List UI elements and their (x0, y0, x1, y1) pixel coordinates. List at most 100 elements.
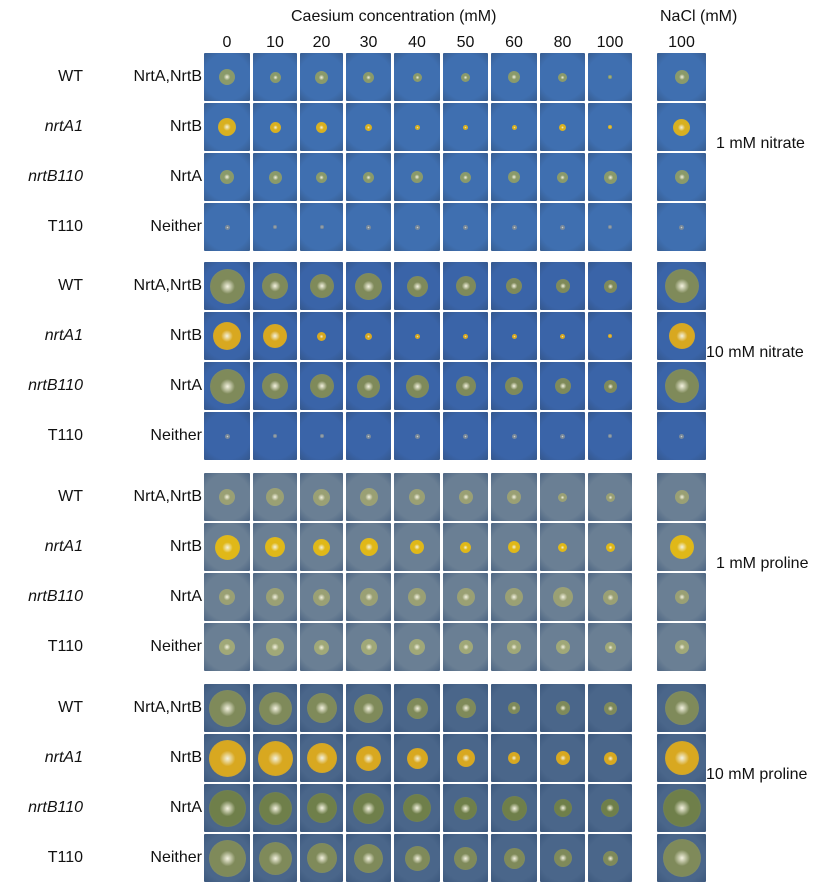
colony (409, 639, 425, 655)
colony (507, 640, 521, 654)
colony (359, 488, 378, 506)
caesium-plate (540, 262, 585, 310)
caesium-plate (443, 103, 488, 151)
caesium-plate (491, 623, 537, 671)
colony (265, 537, 285, 557)
caesium-plate (394, 523, 440, 571)
caesium-plate (394, 103, 440, 151)
colony (273, 225, 277, 229)
colony (208, 789, 246, 827)
caesium-plate (491, 312, 537, 360)
colony (355, 272, 382, 300)
colony (356, 745, 381, 771)
colony (354, 843, 383, 873)
condition-label: 1 mM proline (716, 555, 809, 572)
caesium-plate (204, 684, 250, 732)
transporter-label: NrtA,NrtB (133, 68, 202, 85)
colony (555, 701, 570, 715)
strain-label: WT (58, 699, 83, 716)
caesium-plate (346, 103, 391, 151)
caesium-plate (253, 103, 297, 151)
colony (313, 588, 330, 606)
colony (664, 369, 699, 403)
colony (268, 170, 282, 184)
colony (404, 845, 430, 871)
caesium-plate (346, 312, 391, 360)
colony (313, 488, 330, 506)
colony (664, 741, 699, 775)
caesium-plate (588, 684, 632, 732)
colony (461, 72, 470, 82)
caesium-plate (204, 734, 250, 782)
caesium-plate (443, 312, 488, 360)
caesium-plate (346, 573, 391, 621)
caesium-plate (300, 523, 343, 571)
strain-label: nrtA1 (44, 327, 83, 344)
caesium-plate (300, 834, 343, 882)
caesium-column-header: 50 (456, 34, 475, 51)
caesium-plate (253, 412, 297, 460)
caesium-plate (204, 262, 250, 310)
caesium-column-header: 80 (553, 34, 572, 51)
colony (455, 698, 476, 718)
colony (269, 71, 281, 83)
caesium-plate (253, 312, 297, 360)
colony (674, 640, 689, 654)
caesium-plate (394, 473, 440, 521)
colony (603, 751, 617, 765)
colony (608, 434, 612, 438)
caesium-plate (443, 734, 488, 782)
colony (354, 693, 383, 723)
caesium-plate (443, 573, 488, 621)
caesium-plate (540, 362, 585, 410)
transporter-label: NrtA,NrtB (133, 277, 202, 294)
caesium-plate (491, 573, 537, 621)
strain-label: nrtA1 (44, 538, 83, 555)
colony (208, 689, 246, 727)
colony (406, 747, 428, 769)
colony (463, 224, 468, 230)
colony (508, 702, 520, 714)
transporter-label: NrtB (170, 327, 202, 344)
colony (309, 274, 334, 298)
nacl-plate (657, 53, 706, 101)
caesium-plate (346, 362, 391, 410)
strain-label: nrtB110 (28, 799, 83, 816)
strain-label: nrtA1 (44, 118, 83, 135)
caesium-plate (204, 53, 250, 101)
caesium-plate (394, 834, 440, 882)
caesium-plate (540, 784, 585, 832)
caesium-plate (253, 203, 297, 251)
caesium-plate (346, 53, 391, 101)
colony (213, 322, 241, 350)
colony (208, 839, 246, 877)
caesium-plate (346, 203, 391, 251)
caesium-plate (540, 573, 585, 621)
colony (456, 588, 475, 606)
colony (414, 124, 420, 130)
caesium-plate (443, 684, 488, 732)
colony (366, 433, 371, 439)
colony (266, 488, 284, 506)
caesium-plate (394, 623, 440, 671)
caesium-plate (300, 262, 343, 310)
transporter-label: NrtA,NrtB (133, 488, 202, 505)
strain-label: nrtB110 (28, 377, 83, 394)
caesium-plate (443, 784, 488, 832)
nacl-plate (657, 103, 706, 151)
caesium-plate (394, 573, 440, 621)
caesium-plate (588, 623, 632, 671)
colony (679, 433, 684, 439)
colony (552, 587, 573, 607)
caesium-plate (588, 473, 632, 521)
nacl-plate (657, 523, 706, 571)
colony (306, 793, 337, 823)
caesium-plate (394, 684, 440, 732)
colony (257, 740, 293, 776)
caesium-plate (540, 473, 585, 521)
caesium-plate (300, 623, 343, 671)
caesium-plate (204, 153, 250, 201)
colony (316, 171, 327, 183)
caesium-plate (346, 523, 391, 571)
caesium-plate (253, 834, 297, 882)
